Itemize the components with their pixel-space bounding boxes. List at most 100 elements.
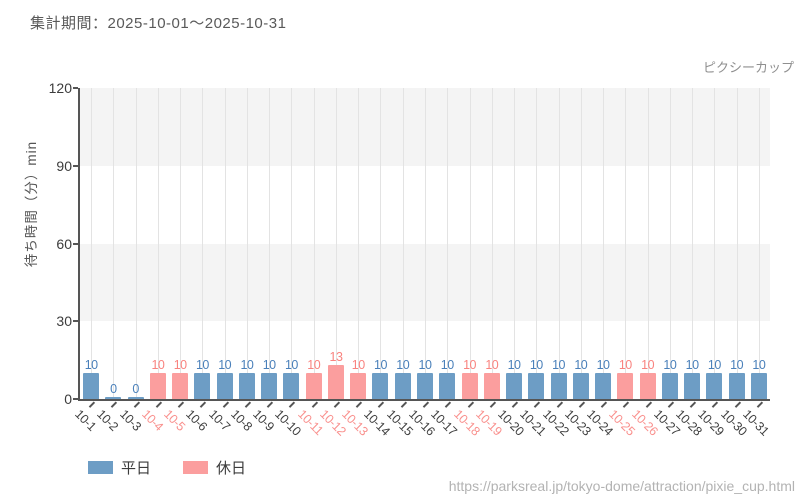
bar-10-29 [706, 373, 723, 399]
vertical-gridline [246, 88, 248, 399]
x-tick-label-10-1: 10-1 [72, 407, 99, 434]
vertical-gridline [647, 88, 649, 399]
bar-10-14 [372, 373, 389, 399]
bar-value-label: 10 [707, 358, 721, 373]
vertical-gridline [224, 88, 226, 399]
bar-value-label: 10 [663, 358, 677, 373]
bar-value-label: 10 [685, 358, 699, 373]
y-tick-label: 30 [56, 313, 72, 330]
vertical-gridline [358, 88, 360, 399]
x-tick-mark [155, 401, 162, 408]
vertical-gridline [736, 88, 738, 399]
bar-10-18 [461, 373, 478, 399]
x-tick-mark [177, 401, 184, 408]
bar-10-4 [149, 373, 166, 399]
page-title: 集計期間：2025-10-01～2025-10-31 [30, 15, 287, 32]
bar-10-12 [327, 365, 344, 399]
bar-10-6 [194, 373, 211, 399]
vertical-gridline [180, 88, 182, 399]
x-tick-mark [200, 401, 207, 408]
bar-value-label: 10 [418, 358, 432, 373]
bar-10-9 [261, 373, 278, 399]
bar-10-25 [617, 373, 634, 399]
x-tick-mark [400, 401, 407, 408]
vertical-gridline [758, 88, 760, 399]
bar-value-label: 10 [284, 358, 298, 373]
bar-value-label: 10 [641, 358, 655, 373]
bar-value-label: 10 [529, 358, 543, 373]
vertical-gridline [269, 88, 271, 399]
bar-10-26 [639, 373, 656, 399]
vertical-gridline [580, 88, 582, 399]
x-tick-mark [355, 401, 362, 408]
bar-value-label: 10 [552, 358, 565, 373]
x-tick-mark [289, 401, 296, 408]
x-tick-mark [88, 401, 95, 408]
bar-value-label: 10 [173, 358, 187, 373]
bar-value-label: 10 [351, 358, 365, 373]
vertical-gridline [625, 88, 627, 399]
x-tick-label-10-3: 10-3 [116, 407, 144, 434]
vertical-gridline [536, 88, 538, 399]
vertical-gridline [447, 88, 449, 399]
bar-value-label: 10 [240, 358, 254, 373]
bar-10-16 [417, 373, 433, 399]
bar-10-5 [172, 373, 189, 399]
x-tick-mark [111, 401, 118, 408]
bar-value-label: 10 [463, 358, 476, 373]
bar-10-19 [483, 373, 500, 399]
vertical-gridline [135, 88, 137, 399]
bar-value-label: 10 [440, 358, 454, 373]
x-tick-mark [378, 401, 385, 408]
y-tick-mark [73, 242, 78, 245]
bar-value-label: 10 [151, 358, 165, 373]
x-tick-label-10-8: 10-8 [228, 407, 255, 434]
y-tick-mark [73, 87, 78, 89]
y-tick-label: 0 [64, 391, 72, 407]
x-tick-mark [756, 401, 763, 408]
x-tick-mark [623, 401, 630, 408]
y-tick-label: 90 [56, 157, 72, 174]
vertical-gridline [91, 88, 93, 399]
source-url-text: https://parksreal.jp/tokyo-dome/attracti… [448, 478, 795, 494]
x-tick-label-10-6: 10-6 [183, 407, 211, 434]
bar-10-24 [595, 373, 612, 399]
x-tick-mark [600, 401, 607, 408]
x-tick-mark [311, 401, 318, 408]
vertical-gridline [113, 88, 115, 399]
x-tick-mark [667, 401, 674, 408]
legend-item-holiday: 休日 [183, 457, 246, 478]
y-tick-mark [73, 164, 78, 167]
bar-10-27 [661, 373, 678, 399]
bar-10-15 [394, 373, 411, 399]
vertical-gridline [603, 88, 605, 399]
bar-10-2 [105, 397, 122, 399]
vertical-gridline [335, 88, 337, 399]
vertical-gridline [514, 88, 516, 399]
vertical-gridline [558, 88, 560, 399]
bar-value-label: 10 [374, 358, 387, 373]
x-tick-mark [444, 401, 452, 408]
bar-10-23 [572, 373, 589, 399]
wait-time-bar-chart: 10 0 0 10 10 10 10 10 10 10 10 13 10 10 10 10 10 10 10 10 10… [78, 88, 770, 401]
bar-value-label: 10 [84, 358, 98, 373]
x-tick-mark [734, 401, 741, 408]
bar-value-label: 10 [507, 358, 521, 373]
bar-10-31 [750, 373, 767, 399]
bar-10-28 [684, 373, 701, 399]
x-tick-label-10-2: 10-2 [94, 407, 122, 434]
x-tick-mark [578, 401, 585, 408]
vertical-gridline [425, 88, 426, 399]
x-tick-mark [712, 401, 719, 408]
vertical-gridline [469, 88, 471, 399]
bar-value-label: 10 [752, 358, 766, 373]
vertical-gridline [202, 88, 204, 399]
bar-10-8 [238, 373, 255, 399]
x-tick-mark [244, 401, 251, 408]
bar-value-label: 10 [730, 358, 744, 373]
vertical-gridline [692, 88, 694, 399]
vertical-gridline [380, 88, 382, 399]
x-tick-mark [333, 401, 340, 408]
bar-value-label: 0 [110, 382, 117, 396]
bar-value-label: 10 [618, 358, 632, 373]
